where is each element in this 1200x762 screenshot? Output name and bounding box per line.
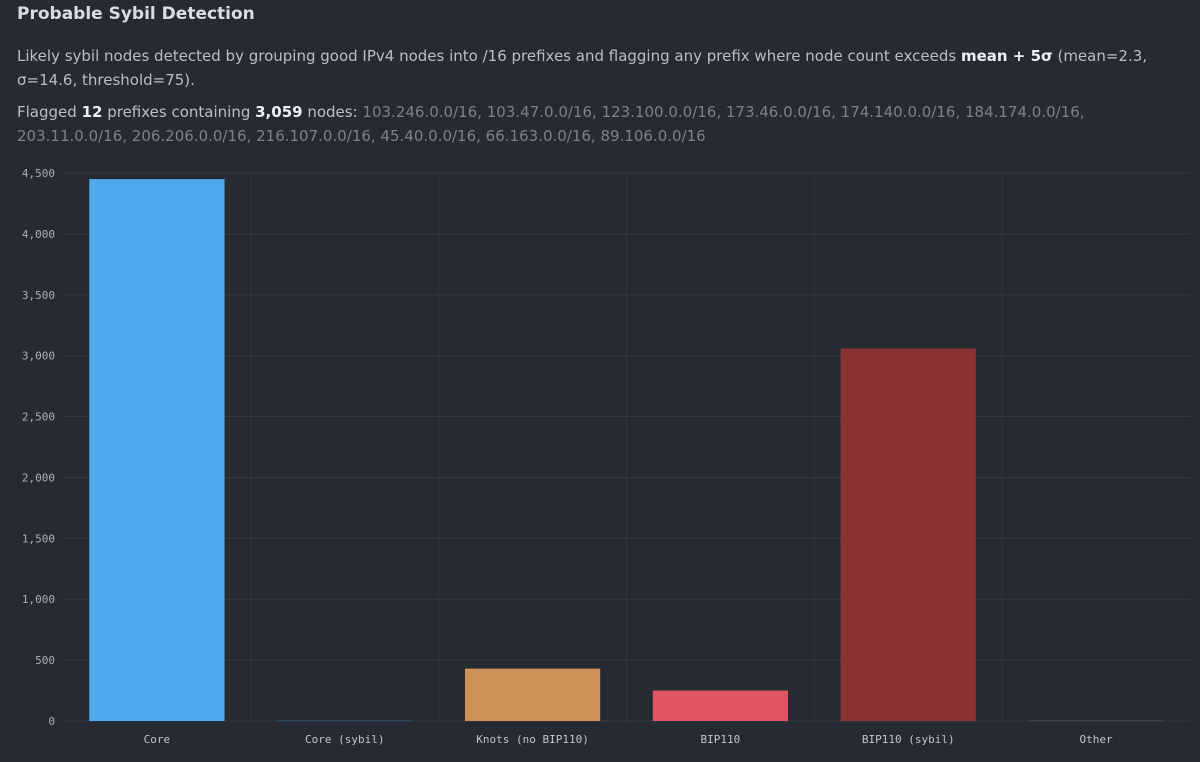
y-tick-label: 4,000	[22, 228, 55, 241]
x-category-label: BIP110	[701, 733, 741, 746]
flagged-mid-label: prefixes containing	[102, 103, 256, 121]
y-tick-label: 0	[48, 715, 55, 728]
flagged-prefix-list: 103.246.0.0/16, 103.47.0.0/16, 123.100.0…	[17, 103, 1085, 145]
bar-knots-no-bip110[interactable]	[464, 668, 601, 721]
x-category-label: Core	[144, 733, 171, 746]
y-tick-label: 1,000	[22, 593, 55, 606]
bar-bip110-sybil[interactable]	[840, 348, 976, 721]
y-tick-label: 2,000	[22, 471, 55, 484]
bar-core[interactable]	[89, 179, 225, 722]
bar-core-sybil[interactable]	[277, 720, 413, 721]
y-tick-label: 2,500	[22, 411, 55, 424]
y-tick-label: 1,500	[22, 532, 55, 545]
flagged-nodes-label: nodes:	[302, 103, 363, 121]
x-axis-categories: Core Core (sybil) Knots (no BIP110) BIP110 B…	[144, 733, 1113, 746]
bar-other[interactable]	[1028, 720, 1164, 721]
flagged-summary: Flagged 12 prefixes containing 3,059 nod…	[17, 100, 1192, 148]
y-tick-label: 3,500	[22, 289, 55, 302]
chart-bars	[89, 179, 1164, 722]
flagged-label: Flagged	[17, 103, 82, 121]
chart-grid	[63, 172, 1190, 722]
bar-chart: 0 500 1,000 1,500 2,000 2,500 3,000 3,500 4,000 4…	[22, 167, 1190, 746]
description-stats: (mean=2.3, σ=14.6, threshold=75).	[17, 47, 1148, 89]
description-threshold-rule: mean + 5σ	[960, 47, 1053, 65]
y-tick-label: 3,000	[22, 350, 55, 363]
panel-title: Probable Sybil Detection	[17, 4, 255, 24]
x-category-label: BIP110 (sybil)	[862, 733, 955, 746]
x-category-label: Core (sybil)	[305, 733, 384, 746]
y-tick-label: 500	[35, 654, 55, 667]
flagged-prefix-count: 12	[81, 103, 103, 121]
description: Likely sybil nodes detected by grouping …	[17, 44, 1167, 92]
x-category-label: Other	[1080, 733, 1113, 746]
flagged-node-count: 3,059	[255, 103, 303, 121]
x-category-label: Knots (no BIP110)	[476, 733, 589, 746]
y-axis-ticks: 0 500 1,000 1,500 2,000 2,500 3,000 3,500 4,000 4…	[22, 167, 55, 728]
description-prefix: Likely sybil nodes detected by grouping …	[17, 47, 961, 65]
y-tick-label: 4,500	[22, 167, 55, 180]
bar-bip110[interactable]	[652, 690, 789, 721]
